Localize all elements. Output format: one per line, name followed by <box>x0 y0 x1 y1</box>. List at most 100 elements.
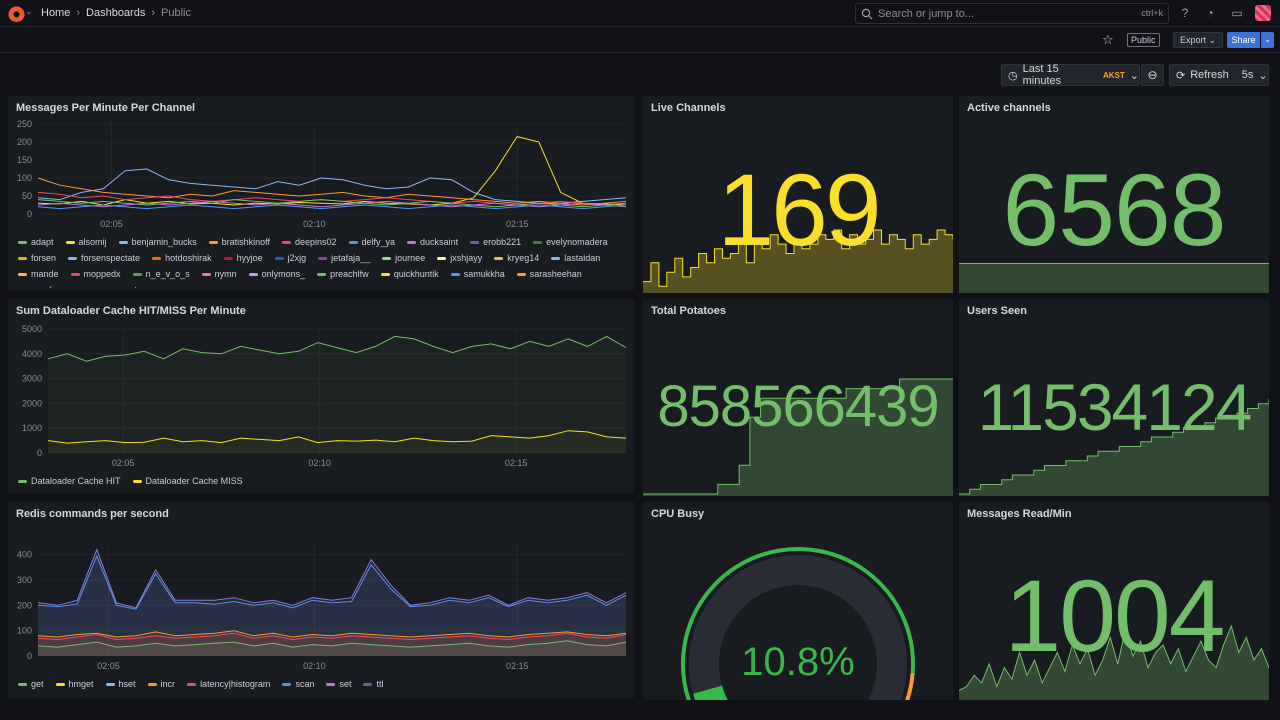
live-sparkline <box>643 229 953 293</box>
y-tick-label: 5000 <box>22 324 42 334</box>
sparkline-area <box>959 399 1269 496</box>
legend-item[interactable]: benjamin_bucks <box>118 235 197 249</box>
search-placeholder: Search or jump to... <box>878 7 974 20</box>
x-tick-label: 02:05 <box>97 661 120 671</box>
x-tick-label: 02:15 <box>505 458 528 468</box>
readmin-sparkline <box>959 624 1269 700</box>
rss-icon[interactable]: ◔ <box>1206 6 1214 20</box>
dataloader-chart[interactable]: 5000 4000 3000 2000 1000 0 02:05 02:10 02:15 <box>8 323 634 473</box>
redis-chart[interactable]: 400 300 200 100 0 02:05 02:10 02:15 <box>8 536 634 676</box>
time-range-picker[interactable]: ◷ Last 15 minutes AKST ⌄ <box>1001 63 1140 87</box>
x-tick-label: 02:05 <box>112 458 135 468</box>
x-tick-label: 02:10 <box>303 219 326 229</box>
y-tick-label: 200 <box>17 137 32 147</box>
y-tick-label: 0 <box>37 448 42 458</box>
legend-item[interactable]: scan <box>282 677 314 691</box>
breadcrumb-home[interactable]: Home <box>41 7 71 19</box>
legend-item[interactable]: smrrfy <box>18 283 56 288</box>
series-line <box>37 632 627 641</box>
time-range-label: Last 15 minutes <box>1022 63 1062 87</box>
panel-title: Live Channels <box>651 102 726 114</box>
legend-item[interactable]: hmget <box>55 677 94 691</box>
legend-item[interactable]: alsomij <box>65 235 107 249</box>
legend-item[interactable]: jxshjayy <box>437 251 482 265</box>
panel-title: Sum Dataloader Cache HIT/MISS Per Minute <box>16 305 246 317</box>
legend-item[interactable]: n_e_v_o_s <box>132 267 190 281</box>
y-tick-label: 400 <box>17 550 32 560</box>
legend-item[interactable]: quickhuntik <box>380 267 439 281</box>
legend-item[interactable]: ducksaint <box>407 235 458 249</box>
chevron-down-icon[interactable]: ⌄ <box>25 6 33 16</box>
panel-active-channels: Active channels 6568 <box>959 96 1269 293</box>
legend-item[interactable]: space <box>68 283 105 288</box>
legend-item[interactable]: mande <box>18 267 59 281</box>
grafana-logo-icon[interactable] <box>8 5 25 22</box>
legend-item[interactable]: forsenspectate <box>68 251 140 265</box>
legend-item[interactable]: hyyjoe <box>223 251 263 265</box>
zoom-out-button[interactable]: ⊖ <box>1141 64 1164 86</box>
y-tick-label: 50 <box>22 191 32 201</box>
legend-item[interactable]: incr <box>147 677 175 691</box>
y-tick-label: 1000 <box>22 423 42 433</box>
sparkline-line <box>643 229 953 287</box>
legend-item[interactable]: kryeg14 <box>494 251 539 265</box>
legend-item[interactable]: delfy_ya <box>348 235 395 249</box>
legend-item[interactable]: hotdoshirak <box>152 251 212 265</box>
dataloader-legend: Dataloader Cache HIT Dataloader Cache MIS… <box>18 474 628 490</box>
legend-item[interactable]: lastaidan <box>551 251 600 265</box>
cpu-busy-value: 10.8% <box>741 640 855 684</box>
legend-swatch <box>348 240 358 244</box>
legend-item[interactable]: hset <box>105 677 136 691</box>
legend-item[interactable]: erobb221 <box>470 235 521 249</box>
legend-item[interactable]: adapt <box>18 235 54 249</box>
legend-item[interactable]: samukkha <box>450 267 505 281</box>
legend-item[interactable]: deepins02 <box>281 235 337 249</box>
legend-item[interactable]: j2xjg <box>274 251 306 265</box>
legend-item[interactable]: onlymons_ <box>248 267 305 281</box>
legend-item[interactable]: journee <box>382 251 425 265</box>
share-button[interactable]: Share <box>1227 32 1260 48</box>
legend-label: kryeg14 <box>507 253 540 263</box>
legend-item[interactable]: latency|histogram <box>187 677 270 691</box>
legend-item[interactable]: jetafaja__ <box>318 251 370 265</box>
legend-swatch <box>18 240 27 244</box>
legend-label: nymn <box>214 269 237 279</box>
legend-item[interactable]: Dataloader Cache HIT <box>18 474 121 488</box>
series-area <box>48 336 626 453</box>
search-input[interactable]: Search or jump to... ctrl+k <box>855 3 1169 24</box>
series-line <box>37 640 627 648</box>
series-line <box>37 630 627 638</box>
chevron-down-icon[interactable]: ⌄ <box>1261 32 1274 48</box>
legend-item[interactable]: forsen <box>18 251 56 265</box>
total-potatoes-value: 858566439 <box>657 374 939 439</box>
legend-swatch <box>282 682 292 686</box>
help-icon[interactable]: ? <box>1181 6 1189 20</box>
breadcrumb-dashboards[interactable]: Dashboards <box>86 7 146 19</box>
legend-item[interactable]: Dataloader Cache MISS <box>132 474 243 488</box>
kiosk-icon[interactable]: ▭ <box>1231 6 1243 20</box>
export-button[interactable]: Export ⌄ <box>1173 32 1224 48</box>
sparkline-area <box>643 379 953 496</box>
legend-swatch <box>450 272 460 276</box>
chevron-right-icon: › <box>151 7 156 19</box>
legend-label: journee <box>395 253 426 263</box>
messages-chart[interactable]: 250 200 150 100 50 0 02:05 02:10 02:15 <box>8 118 634 234</box>
avatar[interactable] <box>1255 5 1271 21</box>
legend-label: Dataloader Cache MISS <box>145 476 243 486</box>
legend-item[interactable]: moppedx <box>70 267 121 281</box>
legend-label: alsomij <box>78 237 107 247</box>
panel-messages-read: Messages Read/Min 1004 <box>959 502 1269 700</box>
legend-item[interactable]: stanyyy <box>117 283 161 288</box>
legend-item[interactable]: get <box>18 677 44 691</box>
refresh-interval[interactable]: 5s <box>1241 69 1254 81</box>
legend-item[interactable]: ttl <box>363 677 383 691</box>
cpu-gauge <box>681 547 915 700</box>
legend-item[interactable]: preachlfw <box>317 267 369 281</box>
star-icon[interactable]: ☆ <box>1102 32 1114 47</box>
legend-item[interactable]: nymn <box>201 267 237 281</box>
refresh-button[interactable]: ⟳ Refresh 5s ⌄ <box>1169 64 1269 86</box>
legend-item[interactable]: bratishkinoff <box>208 235 270 249</box>
legend-item[interactable]: set <box>326 677 351 691</box>
legend-item[interactable]: sarasheehan <box>516 267 582 281</box>
legend-item[interactable]: evelynomadera <box>533 235 608 249</box>
